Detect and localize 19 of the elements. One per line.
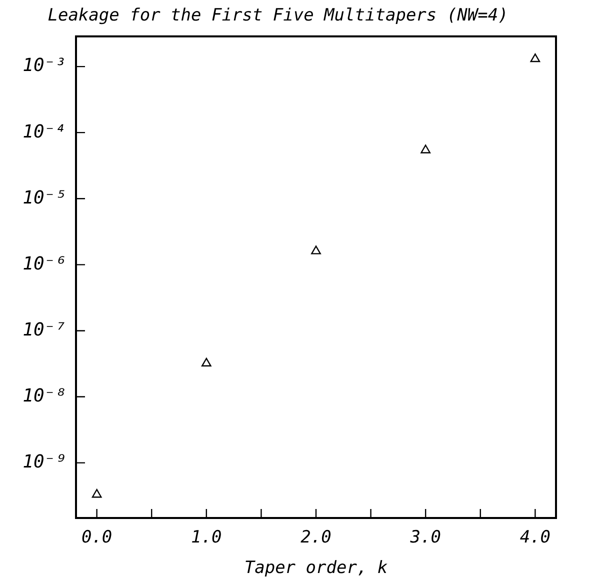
y-tick-label: 10⁻⁴ bbox=[22, 121, 66, 142]
chart-title: Leakage for the First Five Multitapers (NW=4) bbox=[48, 6, 508, 26]
x-tick-label: 1.0 bbox=[191, 528, 222, 548]
point bbox=[92, 489, 102, 498]
x-tick-label: 2.0 bbox=[300, 528, 332, 548]
x-tick-label: 0.0 bbox=[81, 528, 112, 548]
y-tick-label: 10⁻⁷ bbox=[22, 319, 66, 340]
x-axis-title: Taper order, k bbox=[244, 558, 388, 578]
y-tick-label: 10⁻⁶ bbox=[22, 253, 66, 274]
x-tick-label: 4.0 bbox=[520, 528, 551, 548]
y-tick-label: 10⁻⁵ bbox=[22, 187, 66, 208]
y-tick-label: 10⁻⁹ bbox=[22, 451, 66, 472]
y-tick-label: 10⁻⁸ bbox=[22, 385, 66, 406]
point bbox=[201, 358, 212, 367]
point bbox=[420, 144, 431, 154]
point bbox=[311, 246, 321, 254]
x-tick-label: 3.0 bbox=[409, 528, 441, 548]
y-tick-label: 10⁻³ bbox=[22, 55, 66, 76]
point bbox=[530, 53, 540, 62]
